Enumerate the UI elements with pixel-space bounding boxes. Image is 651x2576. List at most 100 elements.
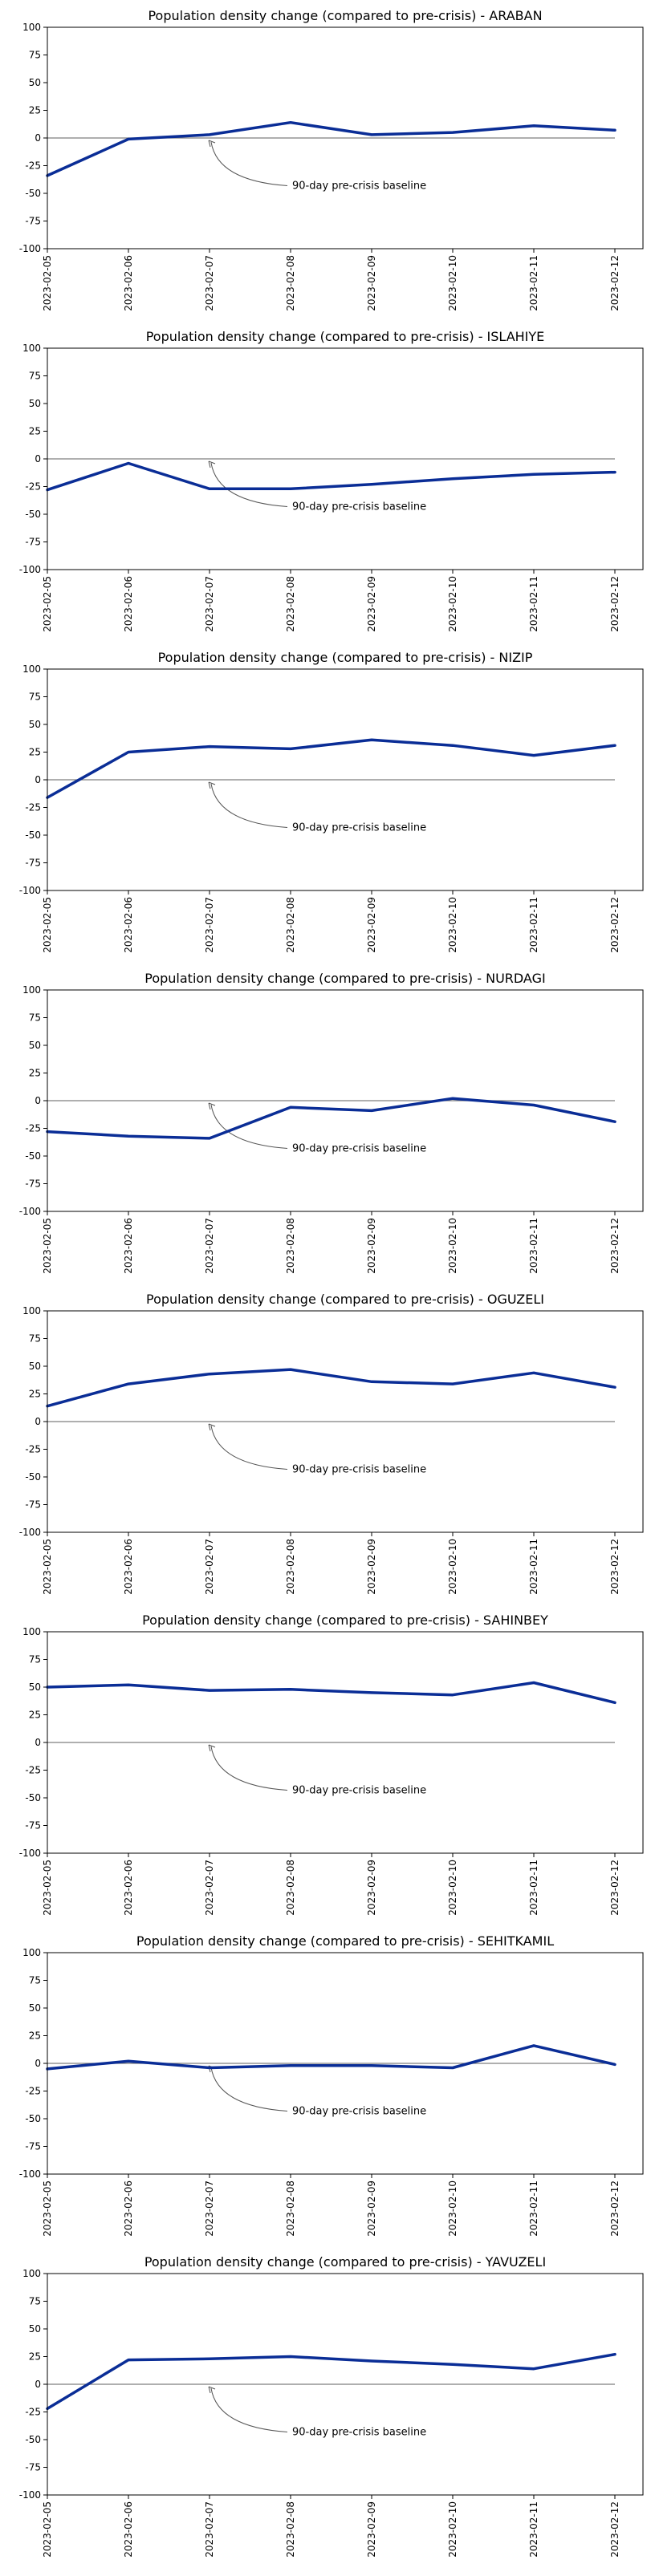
chart-title: Population density change (compared to p… (146, 1292, 544, 1307)
y-tick-label: 50 (29, 1361, 41, 1372)
data-point (452, 2363, 454, 2365)
plot-frame (47, 26, 644, 249)
annotation-arrowhead (208, 460, 216, 469)
chart-panel-0: Population density change (compared to p… (19, 8, 644, 311)
x-tick-label: 2023-02-06 (123, 2180, 134, 2237)
y-tick-label: 25 (29, 2351, 41, 2363)
chart-title: Population density change (compared to p… (144, 971, 545, 986)
y-tick-label: 100 (22, 1626, 41, 1637)
y-tick-label: 75 (29, 1975, 41, 1986)
y-tick-label: -50 (25, 830, 41, 841)
x-tick-label: 2023-02-08 (285, 255, 296, 311)
chart-panel-6: Population density change (compared to p… (19, 1933, 644, 2237)
data-point (128, 1684, 129, 1686)
x-tick-label: 2023-02-07 (204, 897, 215, 953)
x-tick-label: 2023-02-11 (528, 1860, 539, 1916)
data-point (128, 1383, 129, 1385)
data-point (290, 1106, 291, 1109)
data-point (371, 2064, 372, 2067)
x-tick-label: 2023-02-11 (528, 2180, 539, 2237)
annotation-arrowhead (208, 140, 216, 148)
x-tick-label: 2023-02-08 (285, 1218, 296, 1274)
data-point (533, 754, 535, 757)
data-point (452, 1383, 454, 1385)
plot-frame (47, 1952, 644, 2175)
annotation-text: 90-day pre-crisis baseline (292, 501, 426, 513)
y-tick-label: -50 (25, 2434, 41, 2445)
x-tick-label: 2023-02-10 (447, 1218, 458, 1274)
annotation-text: 90-day pre-crisis baseline (292, 821, 426, 834)
x-tick-label: 2023-02-10 (447, 255, 458, 311)
y-tick-label: -50 (25, 1150, 41, 1162)
x-tick-label: 2023-02-11 (528, 255, 539, 311)
x-tick-label: 2023-02-05 (42, 1539, 53, 1595)
data-point (614, 1121, 616, 1123)
x-tick-label: 2023-02-05 (42, 576, 53, 632)
annotation-arrowhead (208, 1744, 216, 1752)
series-line (46, 2044, 616, 2071)
x-tick-label: 2023-02-12 (609, 897, 620, 953)
data-point (209, 745, 210, 748)
y-tick-label: -25 (25, 2086, 41, 2097)
x-tick-label: 2023-02-09 (366, 1860, 377, 1916)
y-tick-label: 75 (29, 2296, 41, 2307)
data-point (128, 462, 129, 464)
x-tick-label: 2023-02-07 (204, 255, 215, 311)
x-tick-label: 2023-02-09 (366, 897, 377, 953)
x-tick-label: 2023-02-07 (204, 1860, 215, 1916)
chart-panel-7: Population density change (compared to p… (19, 2254, 644, 2558)
y-tick-label: 100 (22, 1947, 41, 1958)
y-tick-label: -25 (25, 1444, 41, 1455)
x-tick-label: 2023-02-08 (285, 2180, 296, 2237)
data-point (290, 121, 291, 124)
data-point (614, 471, 616, 473)
y-tick-label: -100 (19, 1206, 41, 1217)
plot-frame (47, 1310, 644, 1533)
annotation-arrow (210, 1425, 288, 1470)
x-tick-label: 2023-02-12 (609, 1539, 620, 1595)
x-tick-label: 2023-02-05 (42, 2501, 53, 2558)
y-tick-label: -50 (25, 1792, 41, 1803)
data-point (452, 2067, 454, 2069)
y-tick-label: -100 (19, 2168, 41, 2180)
plot-frame (47, 668, 644, 891)
y-tick-label: 25 (29, 1389, 41, 1400)
y-tick-label: -75 (25, 858, 41, 869)
y-tick-label: -75 (25, 537, 41, 548)
x-tick-label: 2023-02-09 (366, 2501, 377, 2558)
x-tick-label: 2023-02-06 (123, 1539, 134, 1595)
x-tick-label: 2023-02-08 (285, 897, 296, 953)
y-tick-label: -75 (25, 1820, 41, 1832)
y-tick-label: -25 (25, 1765, 41, 1776)
x-tick-label: 2023-02-12 (609, 2180, 620, 2237)
y-tick-label: 25 (29, 2030, 41, 2042)
y-tick-label: 0 (35, 453, 41, 464)
y-tick-label: 25 (29, 1068, 41, 1079)
x-tick-label: 2023-02-09 (366, 1539, 377, 1595)
y-tick-label: 25 (29, 747, 41, 758)
x-tick-label: 2023-02-11 (528, 576, 539, 632)
y-tick-label: -75 (25, 216, 41, 227)
data-point (290, 2064, 291, 2067)
y-tick-label: 50 (29, 77, 41, 88)
x-tick-label: 2023-02-05 (42, 897, 53, 953)
annotation-arrow (210, 2387, 288, 2432)
y-tick-label: 100 (22, 343, 41, 354)
y-tick-label: -100 (19, 2489, 41, 2501)
x-tick-label: 2023-02-08 (285, 576, 296, 632)
series-line (46, 1368, 616, 1408)
y-tick-label: -100 (19, 564, 41, 575)
data-point (128, 751, 129, 753)
annotation-text: 90-day pre-crisis baseline (292, 180, 426, 192)
y-tick-label: -75 (25, 1178, 41, 1190)
annotation-arrow (210, 2067, 288, 2112)
series-line (46, 2352, 616, 2411)
y-tick-label: -25 (25, 481, 41, 493)
chart-panel-2: Population density change (compared to p… (19, 650, 644, 953)
y-tick-label: 0 (35, 1095, 41, 1106)
x-tick-label: 2023-02-09 (366, 255, 377, 311)
chart-title: Population density change (compared to p… (148, 8, 542, 23)
data-point (371, 2360, 372, 2362)
data-point (533, 1372, 535, 1374)
y-tick-label: -100 (19, 243, 41, 254)
